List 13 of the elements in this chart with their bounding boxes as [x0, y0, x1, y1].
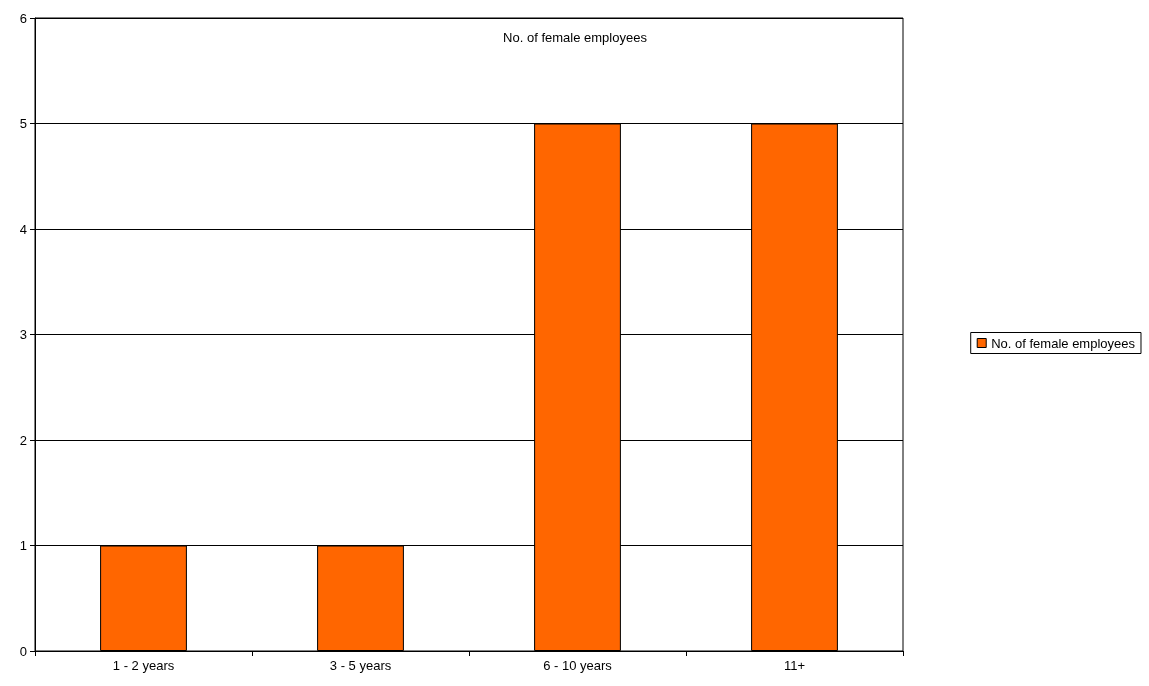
- x-tick-label: 6 - 10 years: [543, 658, 613, 673]
- y-tick-label: 6: [19, 10, 27, 26]
- y-tick-label: 4: [19, 221, 27, 237]
- x-tick-label: 11+: [783, 658, 806, 673]
- x-tick-label: 1 - 2 years: [112, 658, 175, 673]
- y-tick-label: 3: [19, 327, 27, 342]
- y-tick-label: 1: [19, 538, 27, 553]
- text: No. of female employees: [503, 30, 648, 45]
- y-tick-label: 5: [19, 116, 27, 131]
- legend-label: No. of female employees: [991, 335, 1136, 351]
- y-tick-label: 0: [19, 643, 27, 659]
- x-tick-label: 3 - 5 years: [329, 658, 392, 673]
- y-tick-label: 2: [19, 432, 27, 448]
